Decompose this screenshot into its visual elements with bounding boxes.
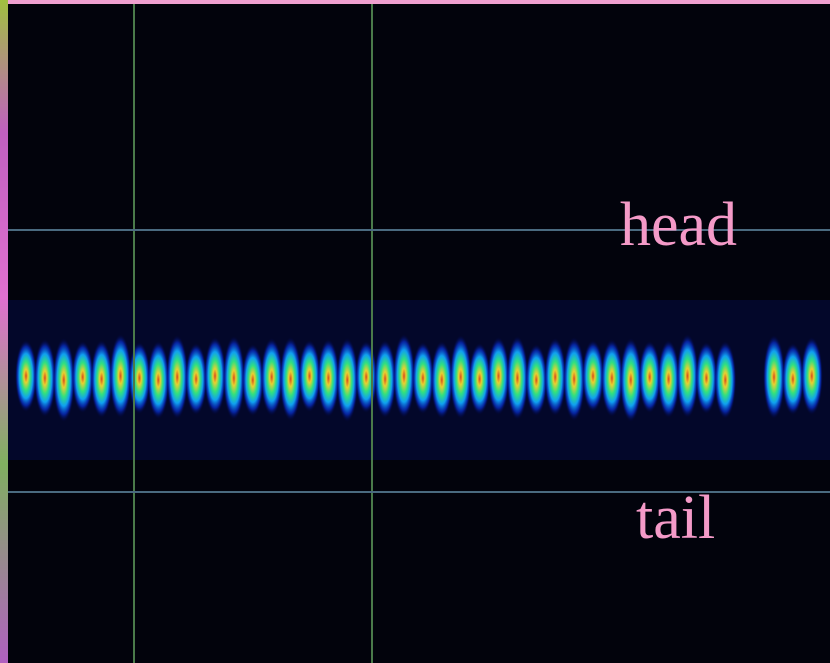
tail-label: tail: [636, 484, 715, 552]
bunch: [763, 335, 785, 419]
streak-image: head tail: [0, 0, 830, 663]
bunch-train: [15, 334, 823, 422]
bunch: [469, 343, 491, 415]
bunch: [658, 340, 680, 418]
bunch: [299, 340, 321, 412]
bunch: [204, 337, 226, 415]
bunch: [639, 341, 661, 413]
bunch: [601, 339, 623, 417]
top-border: [0, 0, 830, 4]
bunch: [488, 337, 510, 415]
bunch: [280, 337, 302, 421]
bunch: [412, 342, 434, 414]
bunch: [582, 340, 604, 412]
bunch: [223, 336, 245, 420]
bunch: [450, 335, 472, 419]
bunch: [110, 334, 132, 418]
bunch: [801, 337, 823, 415]
bunch: [695, 342, 717, 414]
bunch: [714, 341, 736, 419]
bunch: [166, 335, 188, 419]
bunch: [128, 342, 150, 414]
bunch: [72, 341, 94, 413]
bunch: [563, 337, 585, 421]
head-label: head: [620, 191, 737, 259]
bunch: [620, 338, 642, 422]
bunch: [431, 341, 453, 419]
bunch: [34, 339, 56, 417]
bunch: [374, 340, 396, 418]
bunch: [506, 336, 528, 420]
bunch: [53, 338, 75, 422]
bunch: [393, 334, 415, 418]
bunch: [15, 340, 37, 412]
bunch: [147, 341, 169, 419]
left-strip: [0, 0, 8, 663]
bunch: [242, 344, 264, 416]
bunch: [185, 343, 207, 415]
bunch: [525, 344, 547, 416]
bunch: [261, 338, 283, 416]
bunch: [91, 340, 113, 418]
bunch: [782, 343, 804, 415]
bunch: [317, 339, 339, 417]
bunch: [336, 338, 358, 422]
bunch: [544, 338, 566, 416]
bunch: [677, 334, 699, 418]
bunch: [355, 341, 377, 413]
page: head tail (() => { const data = JSON.par…: [0, 0, 830, 663]
